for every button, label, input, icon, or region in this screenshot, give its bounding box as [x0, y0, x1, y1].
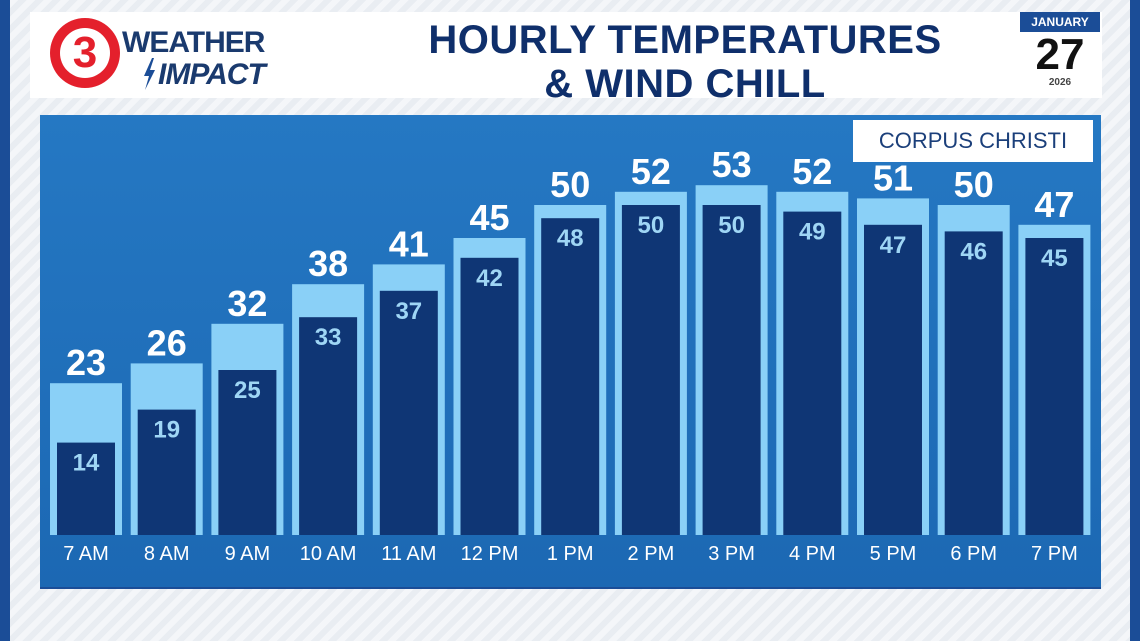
page-title: HOURLY TEMPERATURES & WIND CHILL [360, 18, 1010, 106]
logo-weather-text: WEATHER [122, 26, 265, 59]
wind-chill-bar [460, 257, 519, 535]
wind-chill-value-label: 48 [557, 225, 584, 252]
wind-chill-value-label: 19 [153, 417, 180, 444]
wind-chill-value-label: 25 [234, 377, 261, 404]
x-axis-tick-label: 9 AM [225, 543, 271, 565]
wind-chill-value-label: 37 [395, 298, 422, 325]
wind-chill-value-label: 47 [880, 232, 907, 259]
temperature-value-label: 38 [308, 243, 348, 284]
wind-chill-bar [1025, 238, 1084, 535]
x-axis-tick-label: 1 PM [547, 543, 594, 565]
lightning-bolt-icon [144, 58, 155, 90]
wind-chill-value-label: 49 [799, 219, 826, 246]
wind-chill-value-label: 14 [73, 450, 100, 477]
x-axis-tick-label: 3 PM [708, 543, 755, 565]
temperature-value-label: 52 [792, 151, 832, 192]
x-axis-tick-label: 7 PM [1031, 543, 1078, 565]
temperature-value-label: 45 [469, 197, 509, 238]
wind-chill-bar [299, 317, 358, 535]
wind-chill-bar [944, 231, 1003, 535]
date-year: 2026 [1048, 77, 1072, 88]
date-badge: JANUARY 27 2026 [1020, 12, 1100, 98]
wind-chill-value-label: 42 [476, 265, 503, 292]
temperature-value-label: 23 [66, 342, 106, 383]
x-axis-tick-label: 11 AM [381, 543, 436, 565]
logo-ring-icon: 3 [50, 18, 120, 88]
station-logo: 3 WEATHER IMPACT [50, 18, 330, 94]
temperature-value-label: 52 [631, 151, 671, 192]
chart-panel: 23 14 7 AM 26 19 8 AM 32 25 9 AM 38 33 10 AM 41 37 11 … [40, 115, 1101, 587]
temperature-value-label: 50 [550, 164, 590, 205]
title-line-1: HOURLY TEMPERATURES [428, 18, 942, 62]
temperature-value-label: 47 [1034, 184, 1074, 225]
wind-chill-bar [57, 442, 115, 535]
x-axis-tick-label: 5 PM [870, 543, 917, 565]
wind-chill-bar [137, 409, 196, 535]
temperature-value-label: 53 [712, 144, 752, 185]
title-line-2: & WIND CHILL [544, 62, 826, 106]
x-axis-tick-label: 7 AM [63, 543, 109, 565]
x-axis-tick-label: 2 PM [628, 543, 675, 565]
wind-chill-value-label: 33 [315, 324, 342, 351]
logo-numeral: 3 [60, 28, 110, 78]
temperature-value-label: 50 [954, 164, 994, 205]
wind-chill-bar [541, 218, 600, 535]
wind-chill-bar [783, 211, 842, 535]
wind-chill-value-label: 50 [638, 212, 665, 239]
x-axis-tick-label: 8 AM [144, 543, 190, 565]
wind-chill-bar [218, 370, 277, 535]
temperature-value-label: 51 [873, 157, 913, 198]
temperature-chart: 23 14 7 AM 26 19 8 AM 32 25 9 AM 38 33 10 AM 41 37 11 … [50, 144, 1091, 565]
x-axis-tick-label: 12 PM [461, 543, 519, 565]
location-label: CORPUS CHRISTI [853, 120, 1093, 162]
logo-impact-text: IMPACT [158, 58, 266, 91]
temperature-value-label: 32 [227, 283, 267, 324]
x-axis-tick-label: 6 PM [950, 543, 997, 565]
temperature-value-label: 41 [389, 223, 429, 264]
date-month: JANUARY [1020, 12, 1100, 32]
wind-chill-bar [621, 205, 680, 535]
date-day: 27 [1035, 30, 1085, 79]
temperature-value-label: 26 [147, 322, 187, 363]
wind-chill-bar [702, 205, 761, 535]
header-bar: 3 WEATHER IMPACT HOURLY TEMPERATURES & W… [30, 12, 1102, 106]
x-axis-tick-label: 10 AM [300, 543, 357, 565]
panel-bottom-edge [40, 587, 1101, 589]
x-axis-tick-label: 4 PM [789, 543, 836, 565]
wind-chill-value-label: 45 [1041, 245, 1068, 272]
wind-chill-bar [864, 224, 922, 536]
wind-chill-bar [379, 290, 438, 535]
wind-chill-value-label: 46 [960, 238, 987, 265]
wind-chill-value-label: 50 [718, 212, 745, 239]
